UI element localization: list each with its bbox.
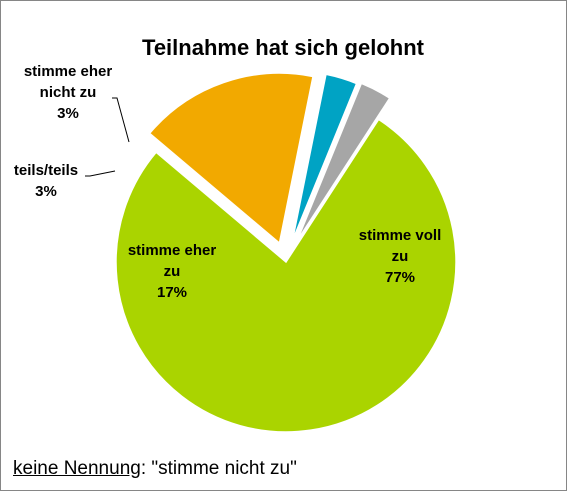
slice-label-teils-teils: teils/teils 3% [14,162,78,200]
leader-line-stimme-eher-nicht-zu [112,97,130,143]
pie-slice-stimme-eher-zu [148,72,314,245]
slice-label-stimme-eher-nicht-zu: stimme eher nicht zu 3% [24,63,113,122]
pie-slice-teils-teils [291,73,358,242]
leader-lines [85,97,130,177]
slice-label-stimme-eher-zu: stimme eher zu 17% [128,242,217,301]
pie-slice-stimme-voll-zu [115,118,457,433]
footnote-keyword: keine Nennung [13,458,141,479]
pie-slices [115,72,457,433]
slice-label-stimme-voll-zu: stimme voll zu 77% [359,227,442,286]
pie-slice-stimme-eher-nicht-zu [296,82,391,242]
leader-line-teils-teils [85,170,116,177]
slice-labels: stimme voll zu 77% stimme eher zu 17% teils/te… [14,63,441,301]
footnote: keine Nennung: "stimme nicht zu" [13,458,297,480]
chart-title: Teilnahme hat sich gelohnt [142,35,425,60]
footnote-text: : "stimme nicht zu" [140,458,297,479]
